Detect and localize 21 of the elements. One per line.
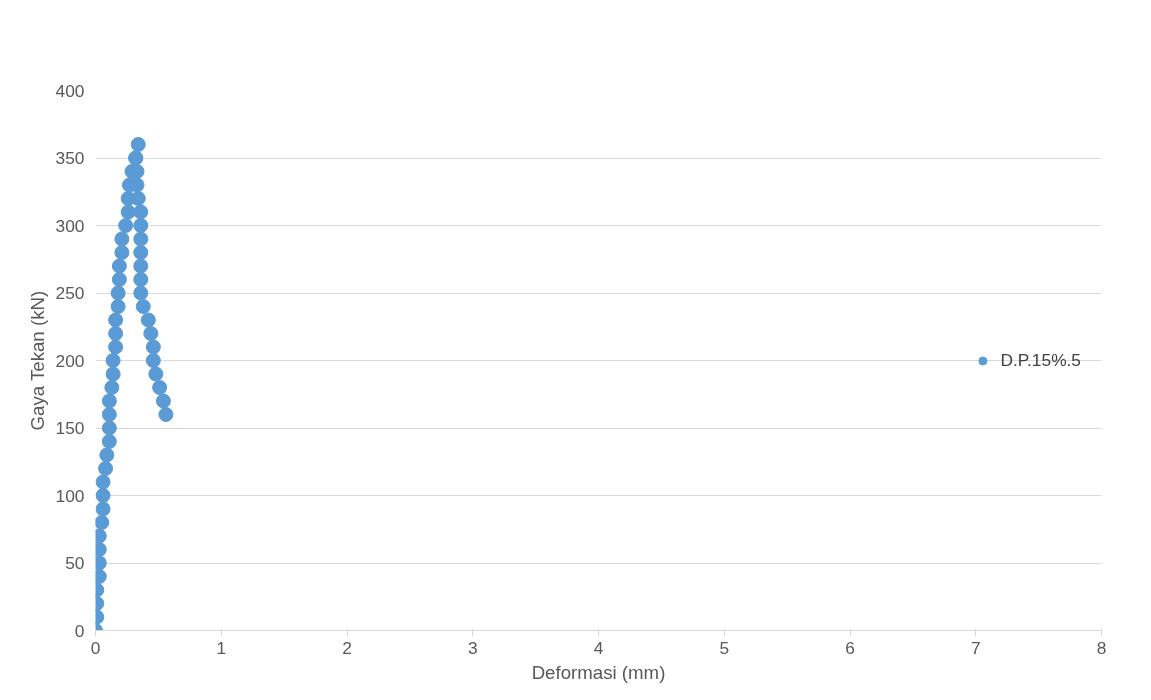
y-tick-label: 100 — [55, 485, 85, 506]
x-tick-label: 7 — [970, 637, 981, 658]
x-tick-label: 5 — [719, 637, 730, 658]
legend-label: D.P.15%.5 — [1000, 349, 1081, 371]
x-axis-title: Deformasi (mm) — [531, 661, 666, 683]
y-tick-label: 250 — [55, 283, 85, 303]
y-tick-label: 300 — [55, 215, 85, 236]
x-tick-label: 4 — [593, 637, 604, 658]
y-axis-title: Gaya Tekan (kN) — [26, 290, 48, 431]
x-tick-label: 8 — [1096, 637, 1107, 658]
x-tick-label: 1 — [216, 637, 227, 658]
y-tick-label: 400 — [55, 80, 85, 101]
x-tick-label: 6 — [845, 637, 855, 658]
y-tick-label: 0 — [74, 620, 85, 641]
x-tick-label: 3 — [467, 637, 478, 658]
y-tick-label: 150 — [55, 418, 85, 438]
y-tick-label: 350 — [55, 148, 85, 168]
x-tick-label: 0 — [90, 637, 101, 658]
x-tick-label: 2 — [342, 637, 352, 658]
y-tick-label: 200 — [55, 350, 85, 371]
y-tick-label: 50 — [65, 553, 85, 573]
